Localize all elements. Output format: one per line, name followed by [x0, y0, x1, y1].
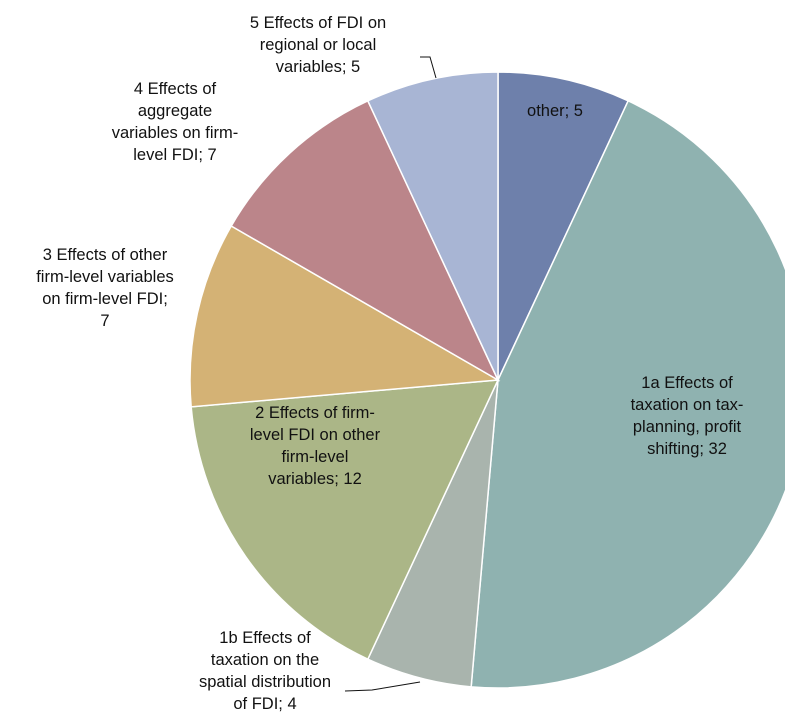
label-line: 2 Effects of firm- [255, 404, 375, 422]
pie-slice [189, 224, 501, 408]
label-line: 3 Effects of other [42, 246, 168, 264]
label-line: shifting; 32 [647, 440, 727, 458]
pie-slice [230, 99, 500, 382]
label-line: taxation on tax- [630, 396, 744, 414]
label-line: variables; 5 [275, 58, 361, 76]
slice-label-4: 4 Effects of aggregate variables on firm… [85, 78, 265, 166]
label-line: firm-level [281, 448, 349, 466]
label-line: firm-level variables [36, 268, 174, 286]
slice-label-3: 3 Effects of other firm-level variables … [5, 244, 205, 332]
label-line: planning, profit [632, 418, 742, 436]
leader-line [344, 681, 421, 692]
label-line: 4 Effects of [133, 80, 217, 98]
pie-slice [190, 379, 500, 661]
label-line: 1b Effects of [219, 629, 311, 647]
label-line: level FDI; 7 [133, 146, 217, 164]
label-line: 5 Effects of FDI on [249, 14, 387, 32]
label-line: variables; 12 [268, 470, 362, 488]
label-line: aggregate [137, 102, 213, 120]
label-line: taxation on the [210, 651, 320, 669]
slice-label-other: other; 5 [500, 100, 610, 122]
label-line: 7 [100, 312, 110, 330]
label-line: regional or local [259, 36, 377, 54]
pie-slice [470, 99, 785, 689]
slice-label-5: 5 Effects of FDI on regional or local va… [218, 12, 418, 78]
leader-line [420, 56, 437, 79]
slice-label-1b: 1b Effects of taxation on the spatial di… [165, 627, 365, 715]
pie-slice [497, 71, 630, 381]
label-line: of FDI; 4 [233, 695, 297, 713]
label-line: level FDI on other [249, 426, 381, 444]
slice-label-2: 2 Effects of firm- level FDI on other fi… [220, 402, 410, 490]
label-line: on firm-level FDI; [42, 290, 168, 308]
label-line: 1a Effects of [641, 374, 733, 392]
label-line: variables on firm- [111, 124, 239, 142]
pie-slice [366, 71, 499, 381]
label-line: other; 5 [527, 102, 583, 120]
label-line: spatial distribution [198, 673, 332, 691]
slice-label-1a: 1a Effects of taxation on tax- planning,… [592, 372, 782, 460]
